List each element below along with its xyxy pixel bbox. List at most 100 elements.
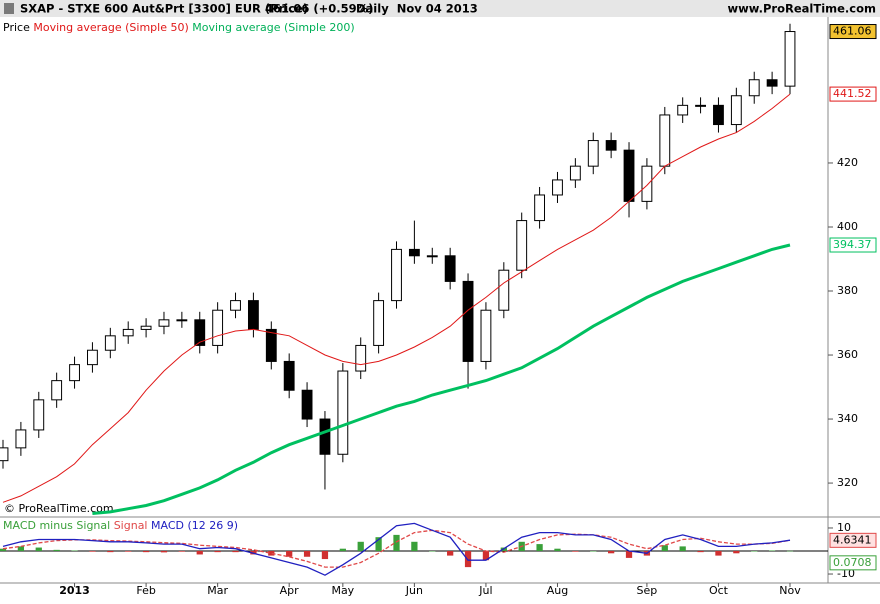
candle-body bbox=[51, 380, 63, 401]
histogram-bar bbox=[107, 551, 114, 553]
symbol-icon bbox=[4, 3, 14, 14]
candle-body bbox=[69, 364, 80, 382]
candle-body bbox=[355, 344, 367, 372]
histogram-bar bbox=[608, 551, 615, 554]
candle-body bbox=[426, 255, 438, 258]
candle-body bbox=[516, 220, 528, 271]
histogram-bar bbox=[268, 551, 275, 556]
y-tick-label: 10 bbox=[837, 521, 851, 534]
histogram-bar bbox=[89, 551, 96, 552]
histogram-bar bbox=[679, 546, 686, 551]
histogram-bar bbox=[590, 551, 597, 552]
x-tick-label: Aug bbox=[547, 584, 568, 597]
candle-body bbox=[766, 79, 778, 87]
candle-body bbox=[713, 104, 724, 126]
histogram-bar bbox=[35, 547, 42, 551]
histogram-bar bbox=[142, 551, 150, 553]
y-tick-label: 400 bbox=[837, 220, 858, 233]
candle-body bbox=[87, 349, 98, 366]
candle-body bbox=[659, 114, 671, 167]
x-tick-label: Nov bbox=[779, 584, 801, 597]
histogram-bar bbox=[303, 551, 311, 557]
value-tag: 4.6341 bbox=[833, 533, 872, 546]
candle-body bbox=[695, 104, 706, 107]
quote: 461.06 (+0.59%) bbox=[265, 2, 373, 16]
candle-body bbox=[462, 280, 474, 362]
site: www.ProRealTime.com bbox=[727, 2, 876, 16]
price-legend: Price Moving average (Simple 50) Moving … bbox=[3, 21, 355, 34]
legend-price: Price bbox=[3, 21, 30, 34]
candle-body bbox=[283, 360, 295, 391]
symbol: SXAP - STXE 600 Aut&Prt [3300] EUR (Pric… bbox=[20, 2, 308, 16]
histogram-bar bbox=[0, 548, 7, 551]
value-tag: 441.52 bbox=[833, 87, 872, 100]
y-tick-label: 380 bbox=[837, 284, 858, 297]
candle-body bbox=[677, 104, 689, 116]
candle-body bbox=[587, 140, 599, 167]
legend-ma200: Moving average (Simple 200) bbox=[192, 21, 354, 34]
header-bar bbox=[0, 0, 880, 17]
histogram-bar bbox=[393, 534, 400, 551]
y-tick-label: 320 bbox=[837, 476, 858, 489]
histogram-bar bbox=[429, 551, 436, 552]
value-tag-box bbox=[829, 237, 877, 253]
x-tick-label: Sep bbox=[637, 584, 658, 597]
candle-body bbox=[158, 319, 170, 327]
candle-body bbox=[33, 399, 45, 431]
histogram-bar bbox=[125, 551, 132, 552]
histogram-bar bbox=[232, 551, 239, 553]
histogram-bar bbox=[482, 551, 490, 561]
macd-line bbox=[2, 529, 791, 568]
candle-body bbox=[748, 79, 760, 97]
value-tag-box bbox=[829, 555, 877, 571]
candle-body bbox=[140, 325, 152, 330]
histogram-bar bbox=[661, 545, 668, 551]
histogram-bar bbox=[554, 548, 561, 551]
candle-body bbox=[194, 319, 206, 346]
candle-body bbox=[265, 328, 277, 362]
histogram-bar bbox=[321, 551, 329, 560]
value-tag-box bbox=[829, 24, 877, 40]
x-tick-label: 2013 bbox=[59, 584, 90, 597]
histogram-bar bbox=[411, 541, 418, 551]
x-tick-label: Oct bbox=[709, 584, 729, 597]
period: Daily Nov 04 2013 bbox=[356, 2, 478, 16]
candle-body bbox=[319, 418, 331, 455]
histogram-bar bbox=[178, 551, 185, 552]
y-tick-label: 340 bbox=[837, 412, 858, 425]
histogram-bar bbox=[786, 550, 794, 552]
histogram-bar bbox=[375, 537, 382, 551]
candle-body bbox=[605, 140, 617, 151]
histogram-bar bbox=[572, 551, 579, 552]
histogram-bar bbox=[447, 551, 454, 556]
y-tick-label: 420 bbox=[837, 156, 858, 169]
candle-body bbox=[552, 179, 563, 196]
candle-body bbox=[104, 335, 116, 351]
histogram-bar bbox=[715, 551, 722, 556]
x-tick-label: Jun bbox=[405, 584, 423, 597]
candle-body bbox=[534, 194, 546, 222]
candle-body bbox=[122, 328, 134, 337]
histogram-bar bbox=[733, 551, 740, 554]
histogram-bar bbox=[536, 544, 543, 551]
candle-body bbox=[623, 149, 635, 202]
candle-body bbox=[230, 300, 241, 311]
histogram-bar bbox=[71, 550, 78, 552]
histogram-bar bbox=[464, 551, 472, 568]
histogram-bar bbox=[751, 551, 758, 552]
candle-body bbox=[212, 309, 224, 346]
histogram-bar bbox=[196, 551, 203, 555]
candle-body bbox=[480, 309, 492, 362]
legend-hist: MACD minus Signal bbox=[3, 519, 110, 532]
candle-body bbox=[247, 300, 259, 330]
legend-signal: Signal bbox=[114, 519, 148, 532]
value-tag-box bbox=[829, 86, 877, 102]
candle-body bbox=[784, 31, 796, 87]
histogram-bar bbox=[625, 551, 633, 558]
candle-body bbox=[15, 429, 27, 449]
candle-body bbox=[373, 300, 385, 346]
watermark: © ProRealTime.com bbox=[4, 502, 114, 515]
candle-body bbox=[730, 95, 742, 126]
macd-legend: MACD minus Signal Signal MACD (12 26 9) bbox=[3, 519, 238, 532]
